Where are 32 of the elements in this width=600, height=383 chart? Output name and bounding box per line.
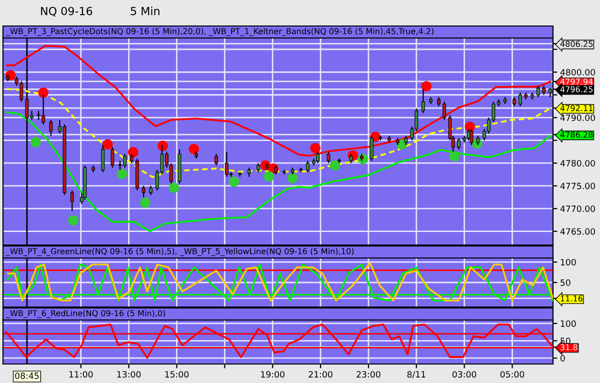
x-tick-label: 05:00 — [500, 371, 524, 378]
chart-title: _WB_PT_3_PastCycleDots(NQ 09-16 (5 Min),20,0), _WB_PT_1_Keltner_Bands(NQ 09-16 (5 Min),45,True,4.2) — [6, 28, 434, 36]
y-tick-label: 0 — [560, 354, 565, 362]
y-tick-label: 4792.11 — [560, 105, 593, 112]
y-tick-label: 4780.00 — [560, 160, 595, 167]
y-tick-label: 4800.00 — [560, 69, 595, 76]
y-tick-label: 50 — [560, 279, 570, 286]
y-tick-label: 100 — [560, 320, 576, 327]
ref-line-label: 08:45 — [15, 372, 39, 379]
y-tick-label: 100 — [560, 258, 576, 266]
y-tick-label: 4786.28 — [560, 132, 593, 138]
y-tick-label: 4796.25 — [560, 86, 593, 92]
y-tick-label: 4765.00 — [560, 228, 595, 235]
y-tick-label: 4797.94 — [560, 78, 593, 85]
x-tick-label: 13:00 — [117, 371, 141, 378]
y-tick-label: 4770.00 — [560, 205, 595, 212]
chart-title: _WB_PT_4_GreenLine(NQ 09-16 (5 Min),5), _WB_PT_5_YellowLine(NQ 09-16 (5 Min),10) — [6, 248, 354, 256]
x-tick-label: 11:00 — [69, 371, 93, 378]
y-tick-label: 4775.00 — [560, 182, 595, 190]
x-tick-label: 19:00 — [261, 371, 284, 378]
x-tick-label: 03:00 — [452, 371, 476, 378]
x-tick-label: 15:00 — [165, 371, 189, 378]
y-tick-label: 31.8 — [560, 344, 578, 350]
x-tick-label: 8/11 — [407, 371, 426, 378]
x-tick-label: 23:00 — [356, 371, 380, 378]
text: 5 Min — [130, 6, 160, 16]
y-tick-label: 4790.00 — [560, 114, 595, 122]
y-tick-label: 4806.25 — [560, 40, 593, 47]
y-tick-label: 11.16 — [560, 295, 582, 302]
chart-title: _WB_PT_6_RedLine(NQ 09-16 (5 Min),0) — [6, 310, 166, 318]
text: NQ 09-16 — [41, 6, 92, 16]
x-tick-label: 21:00 — [308, 371, 332, 378]
